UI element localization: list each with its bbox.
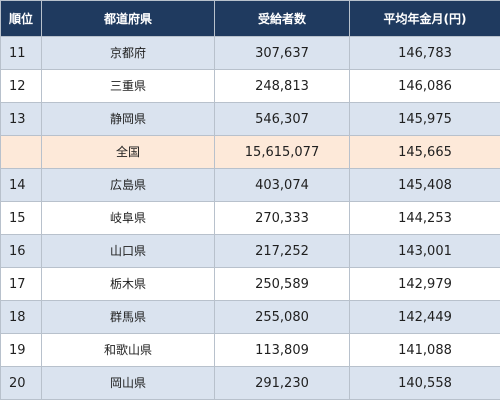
recipients-cell: 248,813 bbox=[214, 69, 350, 103]
rank-cell: 13 bbox=[0, 102, 42, 136]
table-row: 11 京都府 307,637 146,783 bbox=[0, 36, 500, 70]
header-rank: 順位 bbox=[0, 0, 42, 37]
recipients-cell: 403,074 bbox=[214, 168, 350, 202]
avg-pension-cell: 145,408 bbox=[349, 168, 500, 202]
table-row: 14 広島県 403,074 145,408 bbox=[0, 168, 500, 202]
rank-cell bbox=[0, 135, 42, 169]
recipients-cell: 546,307 bbox=[214, 102, 350, 136]
avg-pension-cell: 143,001 bbox=[349, 234, 500, 268]
prefecture-cell: 山口県 bbox=[41, 234, 215, 268]
recipients-cell: 255,080 bbox=[214, 300, 350, 334]
avg-pension-cell: 142,449 bbox=[349, 300, 500, 334]
recipients-cell: 307,637 bbox=[214, 36, 350, 70]
prefecture-cell: 栃木県 bbox=[41, 267, 215, 301]
avg-pension-cell: 141,088 bbox=[349, 333, 500, 367]
prefecture-cell: 群馬県 bbox=[41, 300, 215, 334]
rank-cell: 15 bbox=[0, 201, 42, 235]
avg-pension-cell: 140,558 bbox=[349, 366, 500, 400]
recipients-cell: 113,809 bbox=[214, 333, 350, 367]
rank-cell: 12 bbox=[0, 69, 42, 103]
table-row: 19 和歌山県 113,809 141,088 bbox=[0, 333, 500, 367]
recipients-cell: 15,615,077 bbox=[214, 135, 350, 169]
avg-pension-cell: 145,975 bbox=[349, 102, 500, 136]
table-row: 16 山口県 217,252 143,001 bbox=[0, 234, 500, 268]
avg-pension-cell: 144,253 bbox=[349, 201, 500, 235]
table-body: 11 京都府 307,637 146,783 12 三重県 248,813 146,086 13… bbox=[0, 36, 500, 400]
table-row: 18 群馬県 255,080 142,449 bbox=[0, 300, 500, 334]
rank-cell: 14 bbox=[0, 168, 42, 202]
table-row-national: 全国 15,615,077 145,665 bbox=[0, 135, 500, 169]
recipients-cell: 270,333 bbox=[214, 201, 350, 235]
prefecture-cell: 和歌山県 bbox=[41, 333, 215, 367]
prefecture-cell: 岡山県 bbox=[41, 366, 215, 400]
prefecture-cell: 静岡県 bbox=[41, 102, 215, 136]
table-row: 12 三重県 248,813 146,086 bbox=[0, 69, 500, 103]
rank-cell: 20 bbox=[0, 366, 42, 400]
avg-pension-cell: 146,783 bbox=[349, 36, 500, 70]
header-prefecture: 都道府県 bbox=[41, 0, 215, 37]
prefecture-cell: 三重県 bbox=[41, 69, 215, 103]
prefecture-cell: 岐阜県 bbox=[41, 201, 215, 235]
rank-cell: 17 bbox=[0, 267, 42, 301]
header-avg-pension: 平均年金月(円) bbox=[349, 0, 500, 37]
rank-cell: 11 bbox=[0, 36, 42, 70]
rank-cell: 19 bbox=[0, 333, 42, 367]
header-row: 順位 都道府県 受給者数 平均年金月(円) bbox=[0, 0, 500, 37]
header-recipients: 受給者数 bbox=[214, 0, 350, 37]
avg-pension-cell: 142,979 bbox=[349, 267, 500, 301]
prefecture-cell: 全国 bbox=[41, 135, 215, 169]
rank-cell: 16 bbox=[0, 234, 42, 268]
table-row: 17 栃木県 250,589 142,979 bbox=[0, 267, 500, 301]
avg-pension-cell: 145,665 bbox=[349, 135, 500, 169]
table-header: 順位 都道府県 受給者数 平均年金月(円) bbox=[0, 0, 500, 37]
recipients-cell: 291,230 bbox=[214, 366, 350, 400]
table-row: 13 静岡県 546,307 145,975 bbox=[0, 102, 500, 136]
recipients-cell: 217,252 bbox=[214, 234, 350, 268]
rank-cell: 18 bbox=[0, 300, 42, 334]
table-row: 20 岡山県 291,230 140,558 bbox=[0, 366, 500, 400]
avg-pension-cell: 146,086 bbox=[349, 69, 500, 103]
prefecture-cell: 広島県 bbox=[41, 168, 215, 202]
prefecture-cell: 京都府 bbox=[41, 36, 215, 70]
table-row: 15 岐阜県 270,333 144,253 bbox=[0, 201, 500, 235]
recipients-cell: 250,589 bbox=[214, 267, 350, 301]
